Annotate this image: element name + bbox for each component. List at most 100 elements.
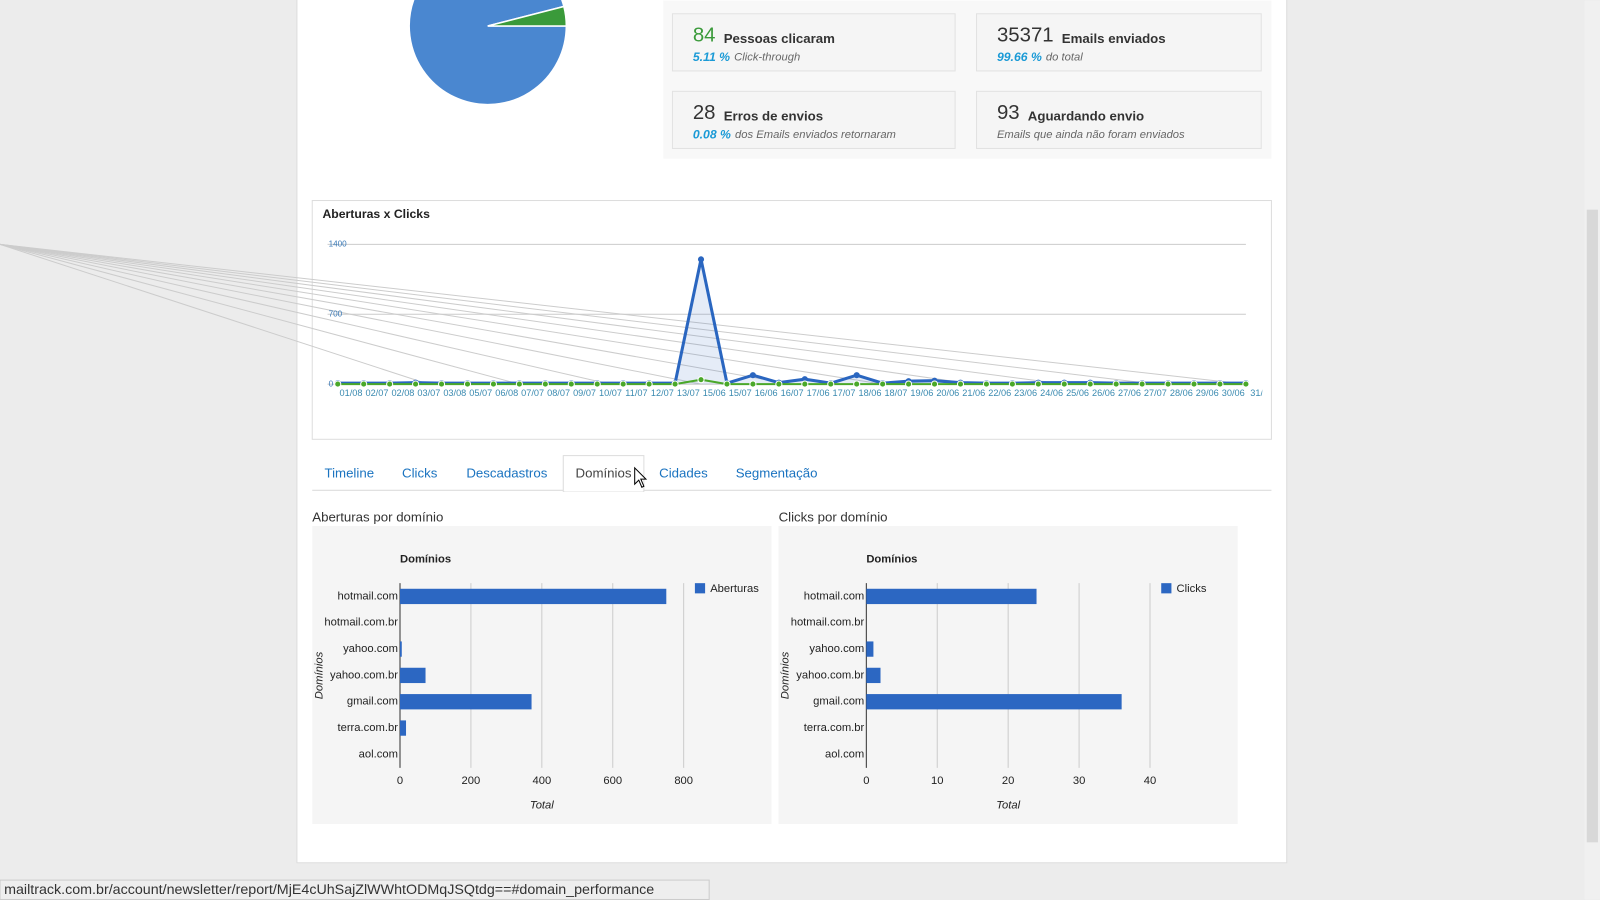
x-tick-label: 24/06 bbox=[1040, 388, 1063, 398]
cursor bbox=[634, 466, 648, 488]
y-tick-label: terra.com.br bbox=[804, 722, 865, 734]
x-tick-label: 02/07 bbox=[365, 388, 388, 398]
point bbox=[749, 372, 756, 379]
x-tick-label: 07/07 bbox=[521, 388, 544, 398]
point bbox=[697, 376, 705, 384]
tab[interactable]: Timeline bbox=[324, 465, 374, 480]
stat-value: 84 bbox=[693, 25, 716, 47]
tab[interactable]: Domínios bbox=[576, 465, 632, 480]
point bbox=[412, 380, 420, 388]
point bbox=[1164, 380, 1172, 388]
y-tick-label: 700 bbox=[329, 309, 343, 318]
point bbox=[334, 380, 342, 388]
point bbox=[1034, 380, 1042, 388]
point bbox=[1008, 380, 1016, 388]
x-tick-label: 19/06 bbox=[910, 388, 933, 398]
y-tick-label: hotmail.com bbox=[804, 590, 864, 602]
stat-note: Emails que ainda não foram enviados bbox=[997, 129, 1185, 141]
x-tick-label: 05/07 bbox=[469, 388, 492, 398]
point bbox=[853, 372, 860, 379]
chart-heading: Clicks por domínio bbox=[779, 509, 888, 524]
y-axis-label: Domínios bbox=[313, 651, 325, 699]
tab[interactable]: Clicks bbox=[402, 465, 438, 480]
point bbox=[671, 380, 679, 388]
point bbox=[1216, 380, 1224, 388]
point bbox=[1112, 380, 1120, 388]
stat-percent: 99.66 % bbox=[997, 50, 1042, 64]
x-tick-label: 08/07 bbox=[547, 388, 570, 398]
stat-percent: 0.08 % bbox=[693, 127, 731, 141]
x-tick-label: 27/06 bbox=[1118, 388, 1141, 398]
x-tick-label: 16/07 bbox=[781, 388, 804, 398]
point bbox=[930, 380, 939, 388]
bar bbox=[400, 667, 426, 684]
point bbox=[853, 380, 861, 388]
x-tick-label: 17/06 bbox=[807, 388, 830, 398]
point bbox=[593, 380, 601, 388]
x-tick-label: 11/07 bbox=[625, 388, 647, 398]
point bbox=[801, 380, 809, 388]
point bbox=[827, 380, 835, 388]
stat-card bbox=[976, 13, 1262, 72]
scrollbar-thumb[interactable] bbox=[1586, 209, 1598, 843]
point bbox=[879, 380, 887, 388]
x-tick-label: 12/07 bbox=[651, 388, 674, 398]
x-tick-label: 30/06 bbox=[1222, 388, 1245, 398]
y-tick-label: hotmail.com.br bbox=[791, 617, 865, 629]
point bbox=[386, 380, 394, 388]
x-tick-label: 20 bbox=[1002, 775, 1014, 787]
active-tab bbox=[562, 455, 645, 492]
point bbox=[541, 380, 549, 388]
stat-note: do total bbox=[1046, 52, 1083, 64]
tab[interactable]: Cidades bbox=[659, 465, 708, 480]
y-tick-label: aol.com bbox=[359, 748, 398, 760]
x-tick-label: 800 bbox=[674, 775, 693, 787]
y-tick-label: yahoo.com bbox=[809, 643, 864, 655]
point bbox=[956, 380, 965, 388]
status-url: mailtrack.com.br/account/newsletter/repo… bbox=[4, 882, 654, 898]
point bbox=[801, 376, 808, 383]
v-grid-line bbox=[0, 243, 429, 385]
x-tick-label: 29/06 bbox=[1196, 388, 1219, 398]
point bbox=[515, 380, 523, 388]
point bbox=[775, 380, 783, 388]
x-tick-label: 30 bbox=[1073, 775, 1085, 787]
x-tick-label: 10/07 bbox=[599, 388, 622, 398]
point bbox=[905, 380, 913, 388]
stat-card bbox=[671, 90, 956, 149]
y-tick-label: 0 bbox=[329, 379, 334, 388]
x-tick-label: 02/08 bbox=[391, 388, 414, 398]
x-tick-label: 16/06 bbox=[755, 388, 778, 398]
line-chart-box bbox=[311, 200, 1272, 440]
x-tick-label: 18/07 bbox=[884, 388, 907, 398]
tab[interactable]: Descadastros bbox=[466, 465, 547, 480]
bar bbox=[866, 667, 881, 684]
x-tick-label: 01/08 bbox=[340, 388, 363, 398]
x-tick-label: 400 bbox=[532, 775, 551, 787]
stat-card bbox=[976, 90, 1262, 149]
v-grid-line bbox=[0, 243, 611, 385]
stat-label: Pessoas clicaram bbox=[724, 31, 835, 46]
stat-label: Erros de envios bbox=[724, 108, 823, 123]
pie-slice bbox=[487, 5, 568, 27]
x-axis-label: Total bbox=[996, 800, 1020, 812]
x-tick-label: 10 bbox=[931, 775, 943, 787]
point bbox=[1060, 380, 1068, 388]
bar bbox=[866, 641, 874, 657]
stat-note: Click-through bbox=[734, 52, 800, 64]
y-tick-label: 1400 bbox=[329, 240, 348, 249]
x-axis-label: Total bbox=[530, 800, 554, 812]
x-tick-label: 27/07 bbox=[1144, 388, 1167, 398]
stat-percent: 5.11 % bbox=[693, 50, 730, 64]
legend-swatch bbox=[1161, 583, 1172, 594]
tab[interactable]: Segmentação bbox=[736, 465, 818, 480]
bar bbox=[400, 694, 532, 710]
point bbox=[1138, 380, 1146, 388]
x-tick-label: 06/08 bbox=[495, 388, 518, 398]
stat-note: dos Emails enviados retornaram bbox=[735, 129, 896, 141]
x-tick-label: 0 bbox=[863, 775, 869, 787]
point bbox=[360, 380, 368, 388]
y-tick-label: yahoo.com.br bbox=[330, 669, 398, 681]
point bbox=[1086, 380, 1094, 388]
x-tick-label: 03/08 bbox=[443, 388, 466, 398]
